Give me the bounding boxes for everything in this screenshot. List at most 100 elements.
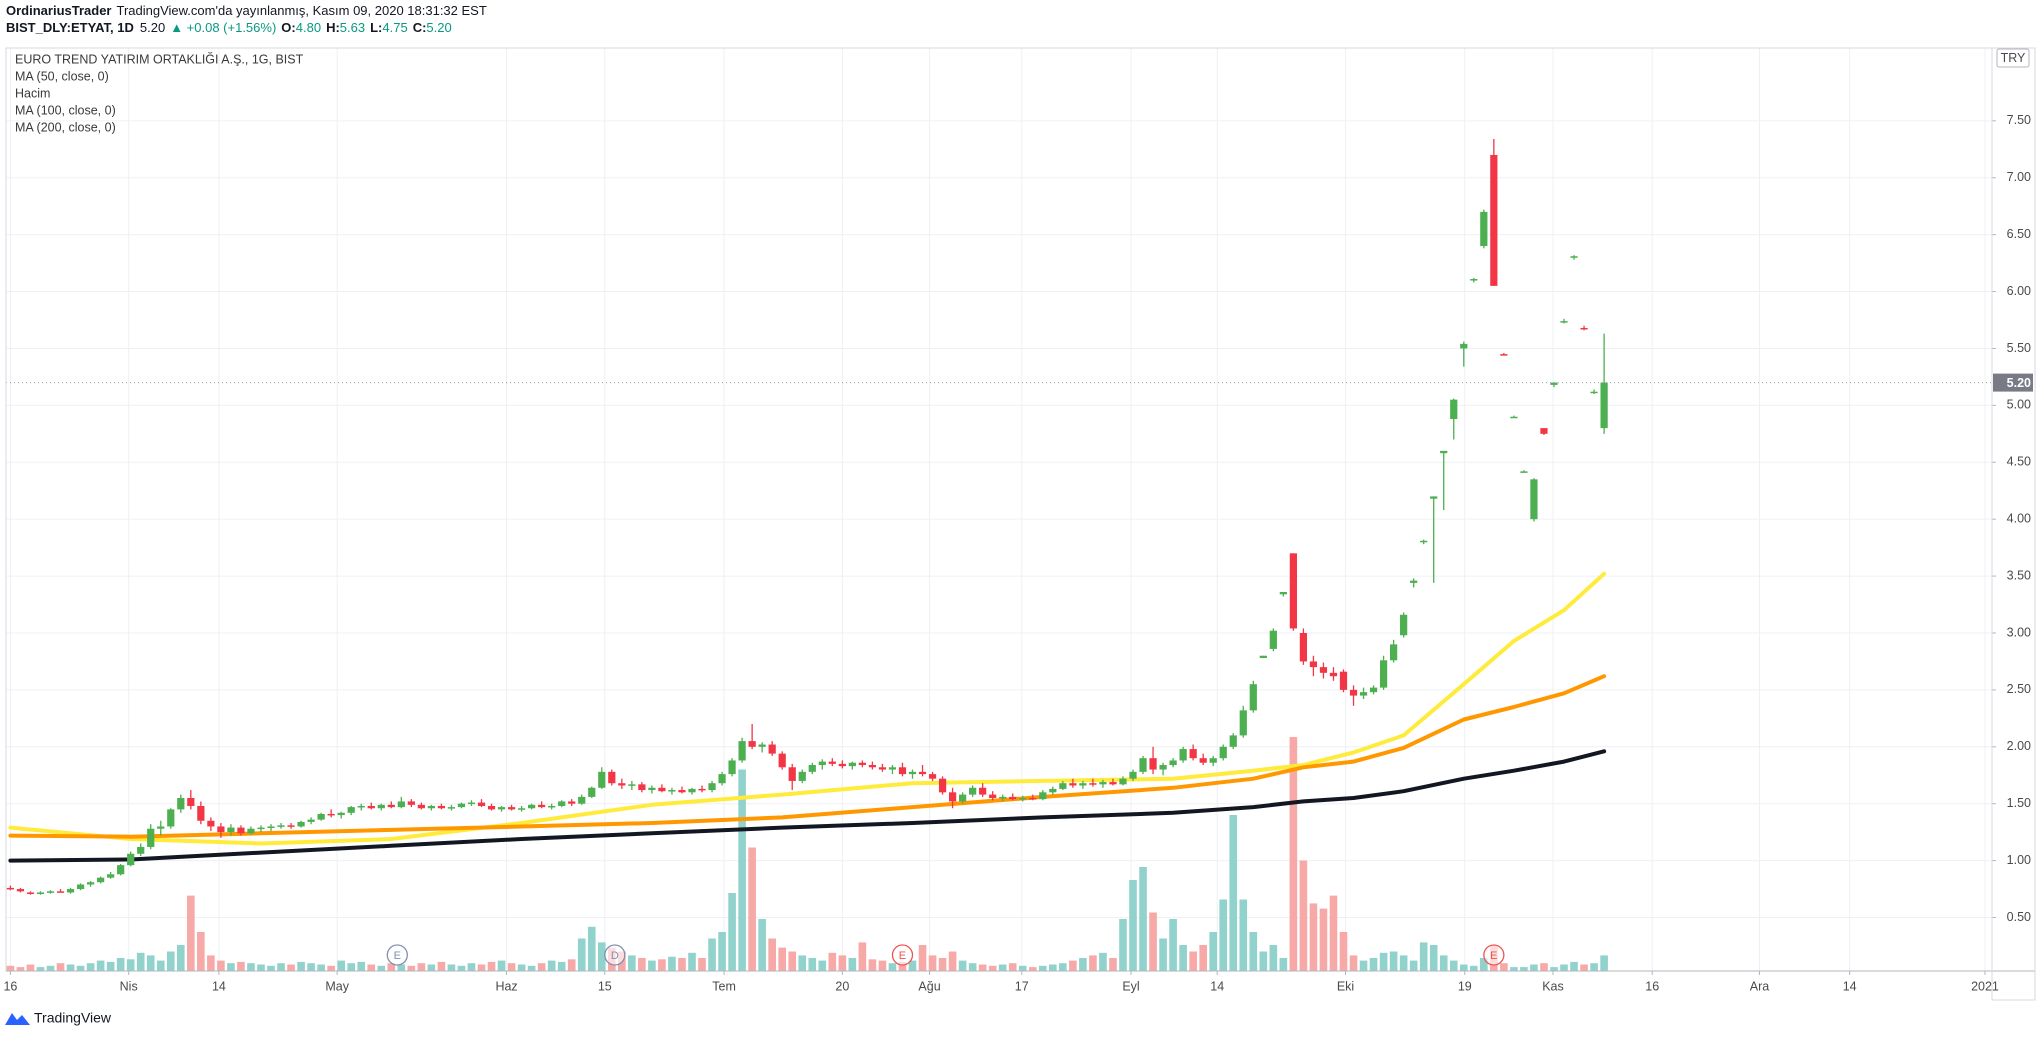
volume-bar (36, 967, 45, 971)
candle-body (157, 826, 165, 829)
candle-body (327, 813, 335, 816)
candle-body (397, 801, 405, 808)
volume-bar (537, 963, 546, 971)
volume-bar (768, 938, 776, 971)
candle-body (1570, 256, 1578, 258)
candle-body (407, 801, 415, 805)
ohlc-value: 4.80 (296, 20, 321, 35)
ohlc-key: C: (413, 20, 427, 35)
candle-body (948, 792, 957, 802)
volume-bar (678, 958, 686, 971)
x-tick-label: 14 (1210, 979, 1224, 993)
event-marker (1483, 944, 1505, 966)
candle-body (107, 874, 115, 878)
candle-body (177, 798, 185, 810)
volume-bar (698, 958, 706, 971)
candle-body (1009, 796, 1017, 800)
candle-body (1600, 382, 1608, 429)
candle-body (1410, 580, 1418, 583)
volume-bar (1500, 963, 1508, 971)
y-tick-label: 2.50 (2007, 682, 2031, 696)
published: TradingView.com'da yayınlanmış, Kasım 09… (116, 3, 486, 18)
volume-bar (978, 964, 987, 971)
candle-body (798, 771, 806, 781)
symbol: BIST_DLY:ETYAT, 1D (6, 20, 134, 35)
volume-bar (1169, 919, 1177, 971)
volume-bar (1249, 932, 1258, 971)
volume-bar (668, 956, 676, 971)
x-tick-label: 2021 (1971, 979, 1999, 993)
candle-body (618, 783, 626, 786)
volume-bar (437, 961, 446, 971)
y-tick-label: 6.00 (2007, 284, 2031, 298)
volume-bar (1079, 958, 1087, 971)
last-price-label: 5.20 (2007, 376, 2031, 390)
candle-body (728, 760, 736, 775)
volume-bar (1179, 945, 1187, 971)
y-tick-label: 7.00 (2007, 170, 2031, 184)
brand-logo (5, 1013, 30, 1025)
volume-bar (66, 964, 75, 971)
x-tick-label: 17 (1015, 979, 1029, 993)
author: OrdinariusTrader (6, 3, 111, 18)
volume-bar (1119, 919, 1127, 971)
volume-bar (1560, 964, 1568, 971)
volume-bar (1510, 967, 1518, 971)
y-tick-label: 3.50 (2007, 568, 2031, 582)
x-tick-label: Nis (120, 979, 138, 993)
volume-bar (207, 955, 215, 971)
candle-body (357, 805, 365, 808)
candle-body (1560, 321, 1568, 323)
candle-body (377, 804, 385, 809)
candle-body (1139, 758, 1147, 772)
candle-body (578, 796, 586, 804)
candle-body (46, 891, 55, 893)
candle-body (528, 804, 536, 809)
candle-body (1319, 667, 1328, 673)
candle-body (317, 813, 325, 820)
volume-bar (818, 960, 827, 971)
candle-body (768, 744, 776, 754)
volume-bar (658, 959, 666, 971)
candle-body (1229, 735, 1237, 747)
volume-bar (156, 960, 165, 971)
ohlc-value: 4.75 (382, 20, 407, 35)
volume-bar (888, 963, 897, 971)
candle-body (1199, 758, 1207, 763)
volume-bar (1319, 908, 1328, 971)
volume-bar (628, 955, 636, 971)
volume-bar (1099, 952, 1107, 971)
volume-bar (918, 945, 927, 971)
event-label: E (394, 950, 401, 962)
y-tick-label: 7.50 (2007, 113, 2031, 127)
volume-bar (247, 963, 255, 971)
currency-box[interactable] (1996, 48, 2030, 68)
volume-bar (597, 942, 606, 971)
candle-body (1540, 428, 1548, 434)
y-tick-label: 1.00 (2007, 853, 2031, 867)
candle-body (1279, 592, 1287, 595)
candle-body (718, 774, 726, 784)
volume-bar (1590, 963, 1598, 971)
candle-body (447, 807, 456, 809)
candle-body (147, 828, 155, 847)
volume-bar (728, 893, 736, 971)
volume-bar (357, 961, 366, 971)
candle-body (1339, 671, 1348, 690)
volume-bar (778, 947, 787, 971)
volume-bar (1289, 737, 1298, 971)
candle-body (748, 741, 756, 747)
legend-entry: Hacim (15, 86, 50, 100)
volume-bar (1480, 958, 1488, 971)
x-tick-label: Eki (1337, 979, 1354, 993)
volume-bar (1089, 955, 1097, 971)
candle-body (1580, 327, 1588, 330)
candle-body (1209, 758, 1217, 763)
candle-body (989, 794, 997, 799)
candle-body (969, 787, 977, 795)
candle-body (1299, 632, 1308, 662)
candle-body (1029, 798, 1037, 800)
candle-body (307, 819, 315, 822)
legend-entry: MA (200, close, 0) (15, 120, 116, 134)
volume-bar (998, 964, 1007, 971)
